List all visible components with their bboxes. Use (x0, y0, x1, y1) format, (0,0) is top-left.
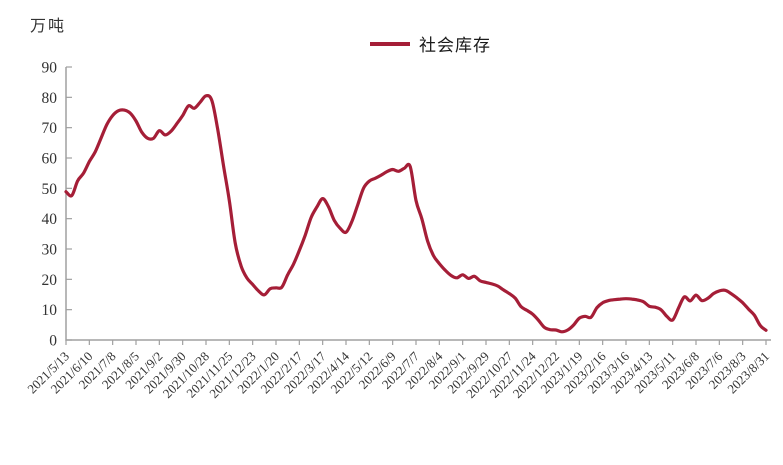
y-axis-tick-label: 50 (42, 181, 58, 198)
y-axis-tick-label: 30 (42, 242, 58, 259)
y-axis-tick-label: 90 (42, 60, 58, 77)
y-axis-tick-label: 10 (42, 302, 58, 319)
y-axis-tick-label: 20 (42, 272, 58, 289)
y-axis-tick-label: 0 (49, 333, 57, 350)
y-axis-tick-label: 70 (42, 120, 58, 137)
y-axis-tick-label: 40 (42, 211, 58, 228)
legend: 社会库存 (370, 31, 491, 56)
axis-spines (65, 67, 771, 341)
y-axis-tick-label: 80 (42, 90, 58, 107)
y-axis-tick-label: 60 (42, 151, 58, 168)
y-axis-unit-label: 万吨 (30, 18, 67, 35)
inventory-line-series (64, 94, 768, 334)
legend-series-label: 社会库存 (419, 36, 491, 55)
legend-line-swatch (370, 41, 410, 46)
